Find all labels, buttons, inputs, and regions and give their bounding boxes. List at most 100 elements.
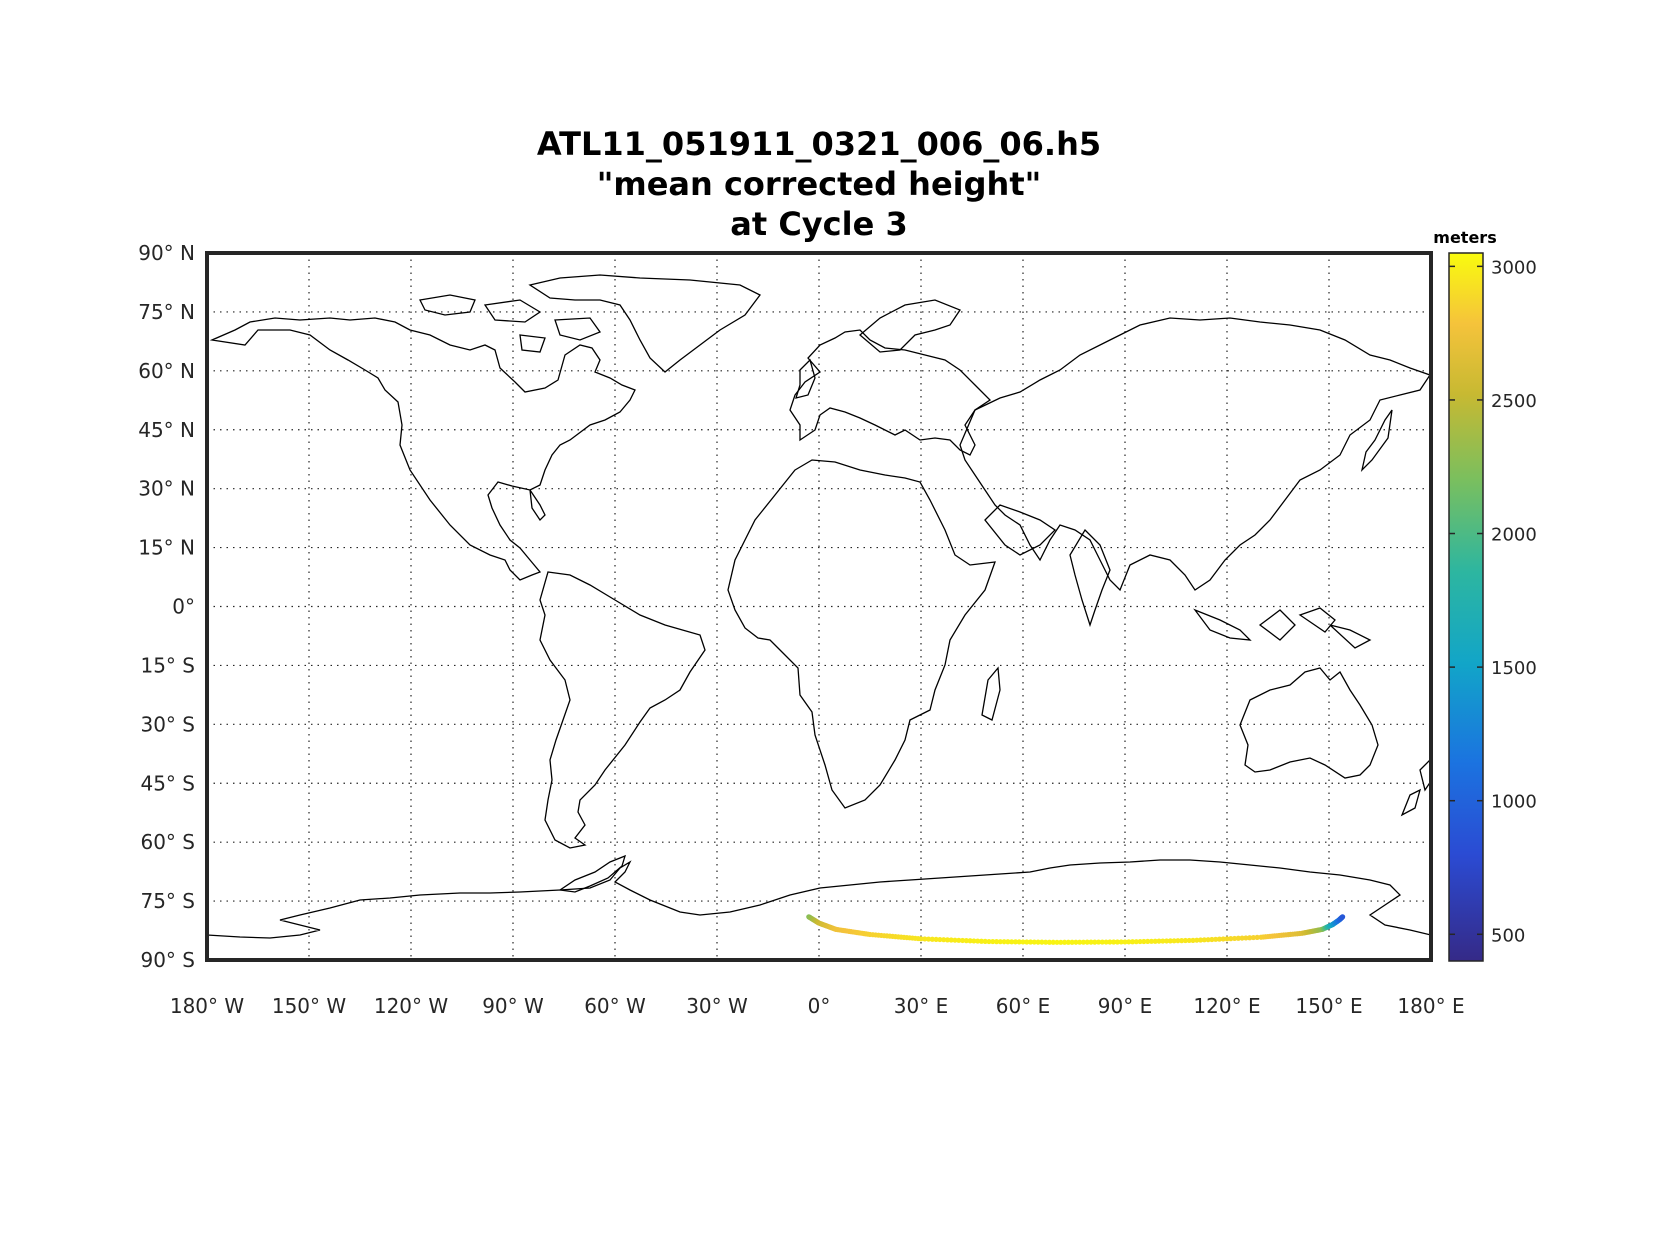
track-point [1073, 939, 1079, 945]
track-point [1141, 938, 1147, 945]
track-point [963, 938, 969, 944]
latitude-tick-label: 90° S [140, 948, 195, 972]
track-point [1254, 934, 1260, 940]
track-point [918, 936, 924, 942]
track-point [1175, 938, 1181, 944]
track-point [1224, 936, 1230, 942]
track-point [1148, 938, 1155, 944]
longitude-tick-label: 60° E [996, 994, 1050, 1018]
track-point [929, 936, 935, 942]
track-point [937, 936, 943, 943]
track-point [952, 937, 958, 943]
track-point [1058, 939, 1064, 945]
latitude-tick-label: 30° N [138, 477, 195, 501]
track-point [1103, 939, 1109, 945]
coastline-africa [727, 459, 996, 809]
track-point [1179, 938, 1185, 944]
latitude-tick-label: 60° S [140, 830, 195, 854]
map-frame [205, 251, 1433, 962]
track-point [1009, 939, 1015, 945]
track-point [1001, 939, 1007, 945]
track-point [1205, 937, 1211, 943]
track-point [1077, 939, 1083, 945]
track-point [956, 937, 962, 943]
track-point [1228, 936, 1234, 942]
track-point [1243, 935, 1249, 941]
longitude-tick-label: 90° W [482, 994, 544, 1018]
track-point [1005, 939, 1011, 945]
colorbar-ticks: 500 1000 1500 2000 2500 3000 [1449, 257, 1537, 946]
track-point [1069, 939, 1075, 945]
longitude-tick-label: 30° E [894, 994, 948, 1018]
track-point [1129, 939, 1136, 945]
latitude-tick-label: 75° N [138, 300, 195, 324]
track-point [1160, 938, 1166, 944]
longitude-tick-label: 60° W [584, 994, 646, 1018]
track-point [1020, 939, 1026, 945]
colorbar-tick-label: 2000 [1491, 525, 1537, 546]
track-point [978, 938, 985, 944]
track-point [1213, 936, 1219, 942]
track-point [1239, 935, 1245, 941]
coastline-north-america [209, 317, 636, 581]
longitude-tick-label: 30° W [686, 994, 748, 1018]
track-point [982, 938, 988, 944]
track-point [1107, 939, 1113, 945]
latitude-tick-label: 30° S [140, 712, 195, 736]
track-point [1190, 937, 1196, 943]
coastline-greenland [528, 274, 761, 373]
track-point [1122, 939, 1128, 945]
longitude-labels: 180° W 150° W 120° W 90° W 60° W 30° W 0° 30° E… [170, 994, 1465, 1018]
colorbar-tick-label: 3000 [1491, 257, 1537, 278]
track-point [1111, 939, 1117, 945]
latitude-labels: 90° N 75° N 60° N 45° N 30° N 15° N 0° 15° S 30°… [138, 241, 195, 972]
track-point [1220, 936, 1226, 942]
track-point [1182, 937, 1189, 944]
track-point [1163, 938, 1170, 944]
track-point [975, 938, 981, 944]
track-point [1092, 939, 1098, 945]
latitude-tick-label: 90° N [138, 241, 195, 265]
track-point [1061, 939, 1068, 945]
latitude-tick-label: 45° S [140, 771, 195, 795]
track-point [1186, 937, 1192, 944]
track-point [1012, 939, 1019, 945]
latitude-tick-label: 15° N [138, 536, 195, 560]
track-point [1065, 939, 1071, 945]
track-point [1095, 939, 1102, 945]
track-point [1084, 939, 1090, 945]
longitude-tick-label: 120° E [1193, 994, 1260, 1018]
track-point [925, 936, 932, 942]
longitude-tick-label: 120° W [374, 994, 449, 1018]
track-point [1126, 939, 1132, 945]
colorbar [1448, 252, 1484, 962]
graticule [207, 253, 1431, 960]
track-point [1024, 939, 1030, 945]
track-point [1250, 934, 1257, 941]
longitude-tick-label: 0° [808, 994, 831, 1018]
track-point [1046, 939, 1053, 945]
longitude-tick-label: 150° E [1295, 994, 1362, 1018]
title-line-1: ATL11_051911_0321_006_06.h5 [537, 125, 1101, 163]
coastline-asia [959, 317, 1431, 592]
colorbar-tick-label: 1000 [1491, 792, 1537, 813]
track-point [1209, 936, 1215, 943]
track-point [967, 938, 973, 944]
latitude-tick-label: 75° S [140, 889, 195, 913]
track-point [1099, 939, 1105, 945]
track-point [1247, 935, 1253, 941]
track-point [1231, 935, 1238, 942]
track-point [1016, 939, 1022, 945]
track-point [1201, 937, 1207, 943]
track-point [990, 938, 996, 945]
latitude-tick-label: 60° N [138, 359, 195, 383]
track-point [997, 939, 1003, 945]
coastline-south-america [539, 571, 706, 849]
track-point [986, 938, 992, 945]
title-line-3: at Cycle 3 [730, 205, 907, 243]
track-point [1197, 937, 1204, 943]
track-point [933, 936, 939, 943]
track-point [1054, 939, 1060, 945]
coastline-australia [1239, 667, 1379, 779]
